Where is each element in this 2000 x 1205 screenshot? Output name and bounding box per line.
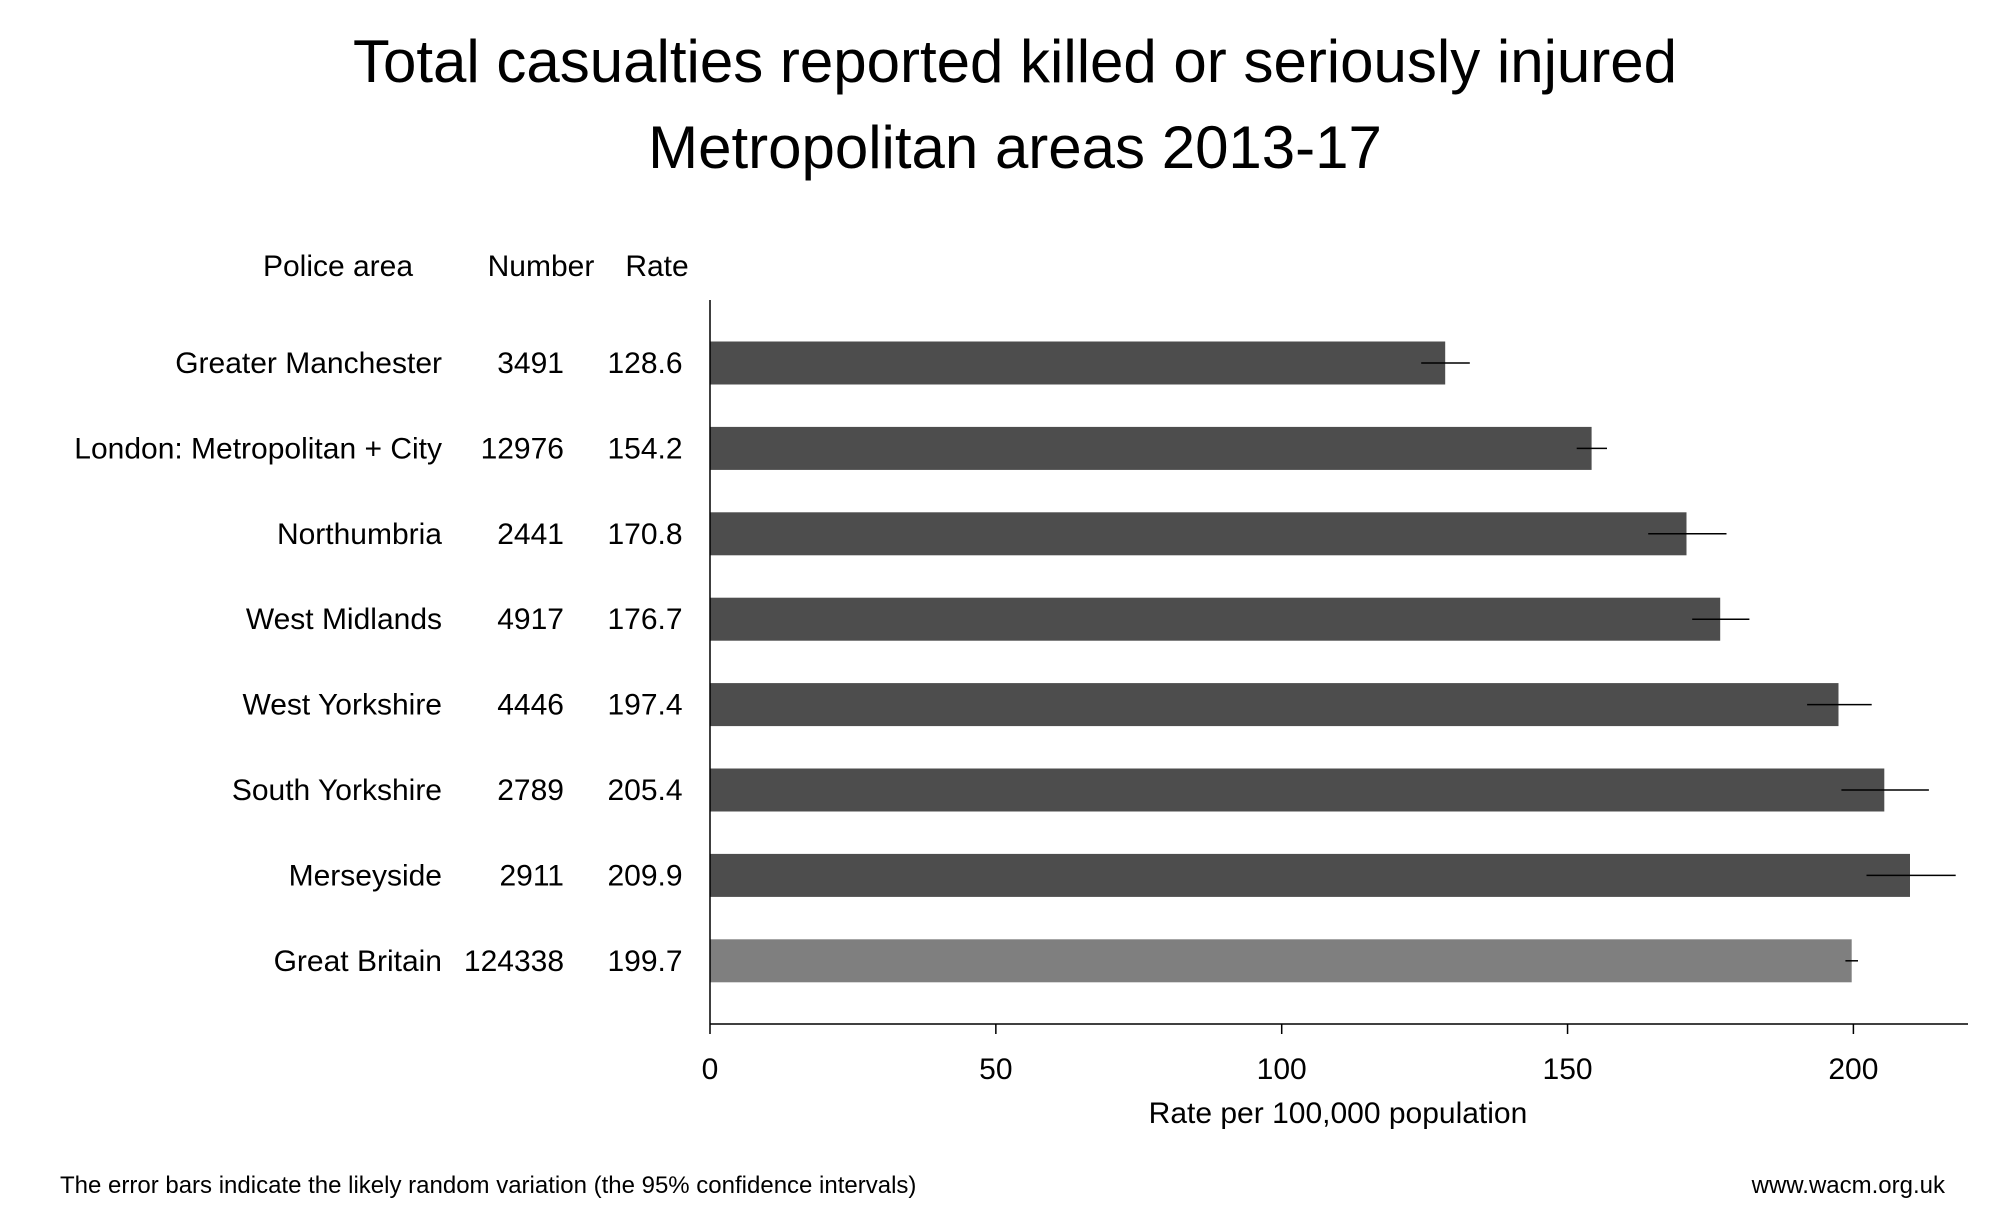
rate-label-2: 170.8 bbox=[607, 518, 682, 551]
category-label-4: West Yorkshire bbox=[242, 689, 442, 722]
category-label-6: Merseyside bbox=[289, 859, 442, 892]
category-label-2: Northumbria bbox=[277, 518, 442, 551]
column-header-area: Police area bbox=[263, 250, 413, 283]
rate-label-4: 197.4 bbox=[607, 689, 682, 722]
x-tick-label-0: 0 bbox=[702, 1053, 719, 1086]
number-label-2: 2441 bbox=[497, 518, 564, 551]
column-header-rate: Rate bbox=[625, 250, 688, 283]
bar-3 bbox=[710, 597, 1721, 641]
number-label-0: 3491 bbox=[497, 347, 564, 380]
source-url: www.wacm.org.uk bbox=[1751, 1172, 1946, 1199]
number-label-7: 124338 bbox=[464, 945, 564, 978]
number-label-4: 4446 bbox=[497, 689, 564, 722]
chart-title-line-1: Total casualties reported killed or seri… bbox=[353, 28, 1677, 95]
category-label-7: Great Britain bbox=[274, 945, 442, 978]
bar-6 bbox=[710, 853, 1910, 897]
rate-label-0: 128.6 bbox=[607, 347, 682, 380]
category-label-0: Greater Manchester bbox=[175, 347, 442, 380]
category-label-5: South Yorkshire bbox=[232, 774, 442, 807]
rate-label-5: 205.4 bbox=[607, 774, 682, 807]
axes: 0 50 100 150 200 bbox=[702, 300, 1968, 1086]
bar-0 bbox=[710, 341, 1446, 385]
category-label-3: West Midlands bbox=[246, 603, 442, 636]
column-header-number: Number bbox=[488, 250, 595, 283]
x-tick-label-2: 100 bbox=[1257, 1053, 1307, 1086]
data-rows: Greater Manchester 3491 128.6 London: Metro… bbox=[74, 341, 1956, 983]
bar-7 bbox=[710, 939, 1852, 983]
number-label-1: 12976 bbox=[481, 432, 564, 465]
x-tick-label-4: 200 bbox=[1828, 1053, 1878, 1086]
number-label-6: 2911 bbox=[499, 859, 564, 892]
x-tick-label-3: 150 bbox=[1543, 1053, 1593, 1086]
rate-label-6: 209.9 bbox=[607, 859, 682, 892]
bar-5 bbox=[710, 768, 1885, 812]
rate-label-3: 176.7 bbox=[607, 603, 682, 636]
number-label-3: 4917 bbox=[497, 603, 564, 636]
rate-label-7: 199.7 bbox=[607, 945, 682, 978]
rate-label-1: 154.2 bbox=[607, 432, 682, 465]
category-label-1: London: Metropolitan + City bbox=[74, 432, 442, 465]
bar-4 bbox=[710, 683, 1839, 727]
number-label-5: 2789 bbox=[497, 774, 564, 807]
bar-2 bbox=[710, 512, 1687, 556]
chart-title-line-2: Metropolitan areas 2013-17 bbox=[648, 114, 1382, 181]
bar-1 bbox=[710, 426, 1592, 470]
x-axis-title: Rate per 100,000 population bbox=[1149, 1097, 1528, 1130]
x-tick-label-1: 50 bbox=[979, 1053, 1012, 1086]
footnote: The error bars indicate the likely rando… bbox=[60, 1172, 916, 1199]
